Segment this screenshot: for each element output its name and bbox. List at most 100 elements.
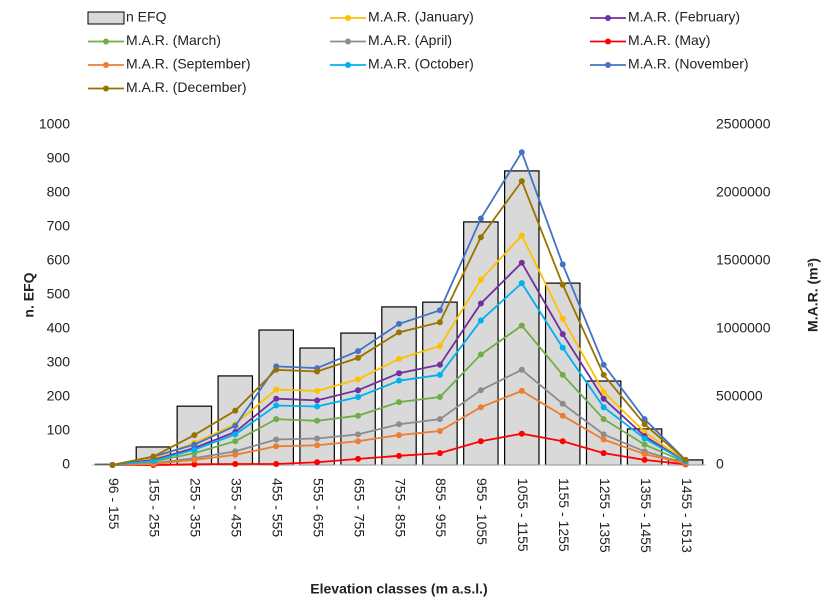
legend-label: M.A.R. (September) [126, 56, 250, 72]
legend-swatch [605, 38, 611, 45]
point [641, 416, 648, 423]
point [559, 412, 566, 419]
legend-swatch [605, 15, 611, 21]
point [641, 451, 648, 458]
point [314, 459, 321, 466]
point [436, 450, 443, 457]
point [518, 178, 525, 185]
point [191, 456, 198, 463]
y-tick-label: 100 [47, 422, 71, 438]
point [273, 436, 280, 443]
x-tick-label: 1255 - 1355 [597, 478, 613, 553]
y2-tick-label: 2000000 [716, 184, 771, 200]
x-tick-label: 96 - 155 [106, 478, 122, 530]
legend-label: M.A.R. (May) [628, 32, 710, 48]
legend-label: M.A.R. (January) [368, 9, 474, 25]
point [396, 399, 402, 406]
point [436, 343, 443, 349]
legend-label: M.A.R. (December) [126, 79, 247, 95]
point [436, 428, 443, 434]
point [191, 441, 198, 448]
point [600, 388, 607, 395]
point [355, 455, 362, 462]
point [232, 407, 239, 414]
point [436, 361, 443, 368]
bar [422, 301, 458, 466]
point [232, 438, 239, 445]
point [600, 450, 607, 457]
point [355, 387, 362, 394]
point [396, 421, 402, 428]
point [355, 376, 362, 383]
point [518, 259, 525, 266]
point [477, 215, 484, 222]
y-tick-label: 900 [47, 150, 71, 166]
point [559, 331, 566, 338]
legend-swatch [345, 62, 351, 68]
y-tick-label: 300 [47, 354, 71, 370]
x-tick-label: 955 - 1055 [474, 478, 490, 545]
point [191, 446, 198, 453]
x-axis-title: Elevation classes (m a.s.l.) [310, 581, 487, 597]
point [396, 320, 402, 327]
point [518, 232, 525, 239]
y-tick-label: 1000 [39, 116, 70, 132]
point [314, 387, 321, 394]
point [600, 416, 607, 423]
point [477, 438, 484, 445]
point [273, 386, 280, 393]
point [355, 354, 362, 361]
point [559, 400, 566, 407]
point [314, 435, 321, 442]
point [518, 366, 525, 373]
point [396, 377, 402, 384]
point [518, 387, 525, 394]
point [477, 276, 484, 283]
point [641, 456, 648, 463]
point [355, 348, 362, 355]
point [477, 351, 484, 358]
legend-swatch [103, 85, 109, 92]
point [355, 431, 362, 438]
point [518, 322, 525, 329]
y2-tick-label: 2500000 [716, 116, 771, 132]
point [436, 416, 443, 423]
point [436, 394, 443, 400]
point [559, 438, 566, 445]
legend-swatch [345, 15, 351, 21]
bar [504, 170, 540, 466]
legend-label: n EFQ [126, 9, 167, 25]
point [273, 416, 280, 423]
point [518, 280, 525, 287]
legend-swatch [103, 38, 109, 45]
legend-swatch [345, 38, 351, 45]
x-tick-label: 155 - 255 [147, 478, 163, 537]
point [396, 452, 402, 459]
point [355, 394, 362, 400]
point [477, 234, 484, 241]
x-tick-label: 1055 - 1155 [515, 478, 531, 552]
legend-label: M.A.R. (November) [628, 56, 749, 72]
point [396, 432, 402, 439]
x-tick-label: 655 - 755 [351, 478, 367, 537]
y-tick-label: 700 [47, 218, 71, 234]
point [109, 462, 116, 468]
point [559, 371, 566, 378]
point [232, 460, 239, 467]
point [355, 438, 362, 445]
point [396, 329, 402, 336]
y-tick-label: 200 [47, 388, 71, 404]
y2-tick-label: 0 [716, 456, 724, 472]
point [600, 431, 607, 438]
y-tick-label: 800 [47, 184, 71, 200]
point [600, 371, 607, 378]
point [273, 443, 280, 450]
point [232, 431, 239, 438]
point [477, 300, 484, 307]
point [355, 412, 362, 419]
point [477, 387, 484, 394]
x-tick-label: 855 - 955 [433, 478, 449, 537]
y-axis-title: n. EFQ [21, 272, 37, 317]
legend-swatch [605, 62, 611, 68]
x-tick-label: 555 - 655 [310, 478, 326, 537]
